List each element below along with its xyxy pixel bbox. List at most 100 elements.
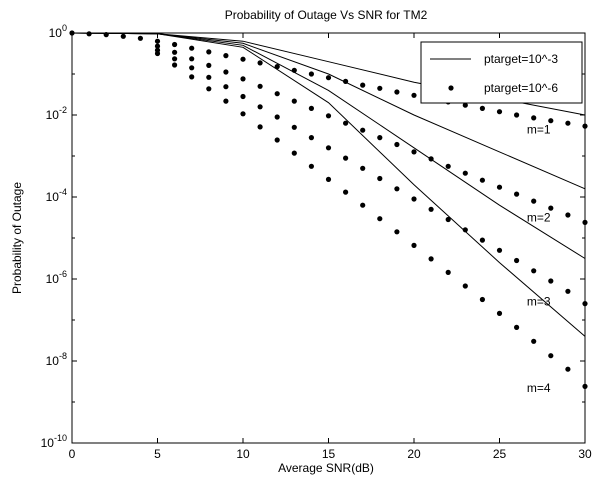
series-dot-m2 bbox=[548, 205, 554, 211]
series-dot-m1 bbox=[154, 38, 161, 44]
series-dot-m2 bbox=[565, 212, 571, 218]
series-dot-m2 bbox=[479, 177, 485, 183]
series-dot-m2 bbox=[291, 98, 297, 104]
chart-title: Probability of Outage Vs SNR for TM2 bbox=[225, 8, 428, 22]
series-dot-m2 bbox=[445, 163, 451, 169]
series-dot-m3 bbox=[189, 65, 195, 71]
series-dot-m4 bbox=[496, 310, 503, 316]
series-dot-m1 bbox=[291, 67, 297, 73]
series-dot-m1 bbox=[257, 60, 263, 66]
x-tick-label: 20 bbox=[407, 447, 421, 461]
series-dot-m1 bbox=[394, 89, 400, 95]
x-tick-label: 15 bbox=[322, 447, 336, 461]
y-axis: 100 10-2 10-4 10-6 10-8 10-10 bbox=[41, 23, 585, 450]
series-dot-m2 bbox=[428, 156, 434, 162]
y-tick-label: 10-2 bbox=[46, 105, 67, 122]
legend-label-line: ptarget=10^-3 bbox=[484, 52, 558, 66]
series-dot-m4 bbox=[189, 74, 195, 80]
series-dot-m2 bbox=[514, 191, 520, 197]
series-dot-m2 bbox=[274, 91, 280, 97]
series-dot-m4 bbox=[257, 124, 263, 130]
series-dot-m2 bbox=[223, 69, 229, 75]
series-dot-m2 bbox=[257, 83, 263, 89]
series-dot-m4 bbox=[154, 50, 161, 57]
series-dot-m3 bbox=[514, 257, 520, 264]
series-dot-m4 bbox=[274, 137, 280, 143]
series-dot-m3 bbox=[240, 93, 246, 100]
series-dot-m4 bbox=[428, 256, 434, 262]
x-tick-label: 30 bbox=[578, 447, 592, 461]
x-tick-label: 5 bbox=[154, 447, 161, 461]
series-dot-m1 bbox=[223, 53, 229, 59]
series-dot-m3 bbox=[582, 301, 588, 307]
series-dot-m3 bbox=[531, 268, 537, 274]
x-tick-label: 0 bbox=[69, 447, 76, 461]
series-dot-m3 bbox=[411, 196, 417, 202]
legend: ptarget=10^-3 ptarget=10^-6 bbox=[420, 41, 583, 104]
series-dot-m1 bbox=[172, 41, 178, 48]
series-dot-m2 bbox=[325, 113, 332, 119]
series-dot-m1 bbox=[189, 45, 195, 51]
series-dot-m3 bbox=[206, 74, 212, 80]
series-dot-m4 bbox=[582, 383, 588, 389]
series-dot-m1 bbox=[120, 33, 126, 39]
series-dot-m2 bbox=[411, 149, 417, 155]
series-dot-m1 bbox=[137, 35, 143, 41]
y-tick-label: 10-10 bbox=[41, 433, 67, 450]
series-dot-m2 bbox=[462, 170, 468, 176]
legend-box bbox=[420, 41, 583, 104]
series-dot-m1 bbox=[274, 64, 280, 70]
series-dot-m2 bbox=[531, 198, 537, 204]
legend-label-dots-text: ptarget=10^-6 bbox=[484, 81, 558, 95]
series-dot-m1 bbox=[496, 109, 503, 115]
series-dot-m4 bbox=[325, 176, 332, 182]
series-dot-m3 bbox=[548, 278, 554, 284]
series-dot-m3 bbox=[565, 288, 571, 294]
annotation-m=2: m=2 bbox=[527, 211, 551, 225]
series-dot-m1 bbox=[582, 123, 588, 129]
series-dot-m2 bbox=[360, 127, 366, 133]
series-dot-m3 bbox=[325, 145, 332, 151]
series-dot-m3 bbox=[223, 84, 229, 90]
series-dot-m3 bbox=[377, 175, 383, 182]
series-dot-m1 bbox=[514, 112, 520, 118]
series-dot-m4 bbox=[240, 111, 246, 117]
series-dot-m1 bbox=[86, 31, 92, 37]
series-dot-m2 bbox=[189, 56, 195, 62]
series-dot-m4 bbox=[411, 242, 417, 248]
series-dot-m4 bbox=[377, 216, 383, 222]
series-dot-m4 bbox=[343, 189, 349, 195]
series-dot-m1 bbox=[479, 105, 485, 111]
series-dot-m4 bbox=[206, 86, 212, 92]
series-dot-m1 bbox=[360, 82, 366, 88]
series-dot-m1 bbox=[325, 75, 332, 81]
series-dot-m2 bbox=[343, 120, 349, 126]
y-axis-title: Probability of Outage bbox=[10, 182, 24, 294]
series-dot-m4 bbox=[565, 366, 571, 372]
series-dot-m2 bbox=[394, 141, 400, 148]
series-dot-m3 bbox=[428, 206, 434, 212]
legend-dot-marker bbox=[448, 85, 454, 91]
y-tick-label: 100 bbox=[49, 23, 67, 40]
legend-label-dots: ptarget=10^-6 bbox=[484, 81, 558, 95]
series-dot-m3 bbox=[394, 186, 400, 192]
series-dot-m4 bbox=[462, 283, 468, 289]
series-dot-m1 bbox=[548, 118, 554, 124]
series-dot-m3 bbox=[462, 227, 468, 233]
series-dot-m4 bbox=[308, 163, 314, 169]
series-dot-m3 bbox=[172, 56, 178, 62]
series-dot-m2 bbox=[240, 76, 246, 82]
y-tick-label: 10-4 bbox=[46, 187, 67, 204]
series-dot-m2 bbox=[496, 184, 503, 190]
y-tick-label: 10-6 bbox=[46, 269, 67, 286]
series-dot-m3 bbox=[291, 124, 297, 130]
series-dot-m1 bbox=[103, 31, 109, 38]
series-dot-m3 bbox=[274, 114, 280, 120]
series-dot-m4 bbox=[223, 98, 229, 104]
annotation-m=1: m=1 bbox=[527, 122, 551, 136]
series-dot-m1 bbox=[343, 78, 349, 84]
x-tick-label: 25 bbox=[493, 447, 507, 461]
series-dot-m3 bbox=[343, 155, 349, 161]
series-dot-m3 bbox=[445, 216, 451, 223]
